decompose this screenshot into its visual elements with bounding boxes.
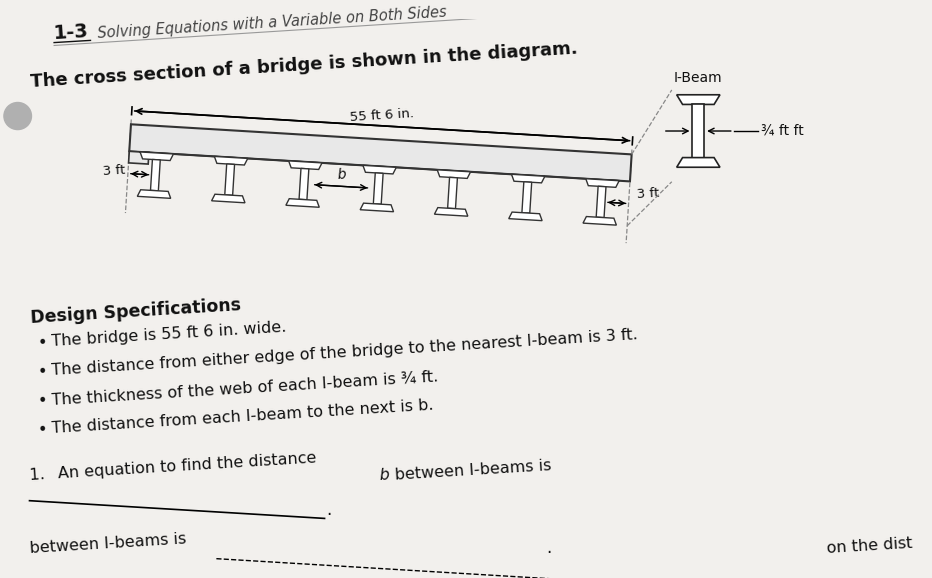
- Text: 55 ft 6 in.: 55 ft 6 in.: [350, 107, 415, 124]
- Polygon shape: [374, 173, 383, 204]
- Text: The thickness of the web of each I-beam is ¾ ft.: The thickness of the web of each I-beam …: [51, 369, 439, 407]
- Text: I-Beam: I-Beam: [674, 71, 722, 85]
- Polygon shape: [434, 208, 468, 216]
- Polygon shape: [360, 203, 393, 212]
- Polygon shape: [437, 170, 471, 179]
- Text: ¾ ft ft: ¾ ft ft: [761, 124, 804, 138]
- Polygon shape: [586, 179, 619, 187]
- Polygon shape: [677, 95, 720, 105]
- Polygon shape: [150, 160, 160, 191]
- Text: on the dist: on the dist: [826, 536, 912, 556]
- Polygon shape: [509, 212, 542, 221]
- Text: .: .: [546, 539, 551, 557]
- Text: •: •: [37, 392, 48, 410]
- Polygon shape: [130, 124, 632, 181]
- Text: Design Specifications: Design Specifications: [30, 297, 241, 327]
- Text: 1.  An equation to find the distance: 1. An equation to find the distance: [30, 450, 322, 483]
- Text: The bridge is 55 ft 6 in. wide.: The bridge is 55 ft 6 in. wide.: [51, 320, 287, 350]
- Polygon shape: [522, 182, 531, 213]
- Polygon shape: [214, 157, 248, 165]
- Text: 3 ft: 3 ft: [102, 164, 125, 179]
- Polygon shape: [299, 168, 308, 200]
- Polygon shape: [137, 190, 171, 198]
- Polygon shape: [129, 151, 149, 164]
- Polygon shape: [583, 217, 616, 225]
- Text: The cross section of a bridge is shown in the diagram.: The cross section of a bridge is shown i…: [30, 40, 578, 91]
- Text: b: b: [378, 467, 390, 483]
- Text: The distance from either edge of the bridge to the nearest I-beam is 3 ft.: The distance from either edge of the bri…: [51, 328, 638, 379]
- Text: The distance from each I-beam to the next is b.: The distance from each I-beam to the nex…: [51, 398, 434, 436]
- Bar: [692, 105, 705, 158]
- Text: 1-3: 1-3: [53, 21, 89, 43]
- Text: Solving Equations with a Variable on Both Sides: Solving Equations with a Variable on Bot…: [98, 4, 447, 40]
- Text: between I-beams is: between I-beams is: [30, 532, 187, 556]
- Text: b: b: [337, 168, 347, 182]
- Polygon shape: [596, 186, 606, 217]
- Text: •: •: [37, 363, 48, 381]
- Text: •: •: [37, 334, 48, 353]
- Text: 3 ft: 3 ft: [637, 187, 660, 201]
- Text: .: .: [326, 501, 332, 518]
- Polygon shape: [289, 161, 322, 169]
- Polygon shape: [677, 158, 720, 167]
- Polygon shape: [286, 199, 320, 208]
- Polygon shape: [140, 152, 173, 161]
- Text: between I-beams is: between I-beams is: [390, 458, 552, 483]
- Polygon shape: [225, 164, 235, 195]
- Text: •: •: [37, 421, 48, 439]
- Circle shape: [4, 102, 32, 129]
- Polygon shape: [512, 175, 545, 183]
- Polygon shape: [447, 177, 458, 209]
- Polygon shape: [363, 165, 396, 174]
- Polygon shape: [212, 194, 245, 203]
